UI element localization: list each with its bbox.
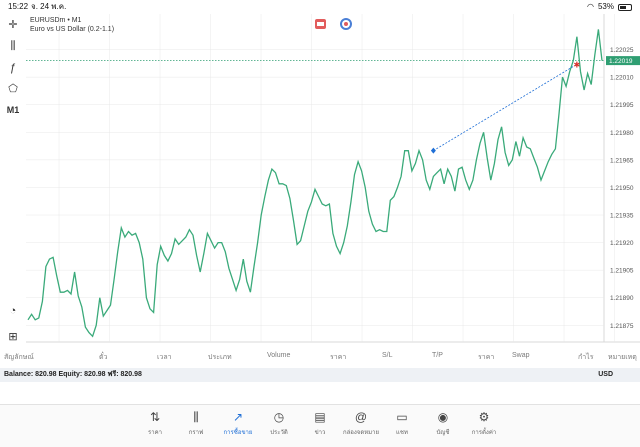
signal-icon[interactable]: ◔ <box>9 305 17 317</box>
column-header[interactable]: ราคา <box>478 354 495 361</box>
chart-icon: ⫼ <box>193 410 199 424</box>
price-chart[interactable]: 1.22025 1.22010 1.21995 1.21980 1.21965 1.219… <box>26 14 640 351</box>
status-time: 15:22 <box>8 2 29 11</box>
chat-icon: ▭ <box>396 410 408 424</box>
tab-news[interactable]: ▤ ข่าว <box>300 409 340 437</box>
chart-settings-dot <box>344 22 348 26</box>
status-right: ◠ 53% <box>587 0 632 14</box>
gear-icon: ⚙ <box>478 410 490 424</box>
candles-icon[interactable]: ⫼ <box>10 39 16 52</box>
tab-label: แชท <box>396 430 408 436</box>
symbol-description: Euro vs US Dollar (0.2-1.1) <box>30 26 114 33</box>
current-price-label: 1.22019 <box>609 58 633 65</box>
objects-icon[interactable]: ⬠ <box>8 82 18 95</box>
price-tick-label: 1.21875 <box>610 323 634 330</box>
tab-label: การตั้งค่า <box>471 430 497 436</box>
tab-accounts[interactable]: ◉ บัญชี <box>423 409 463 437</box>
column-header[interactable]: Swap <box>512 352 530 359</box>
tab-trade[interactable]: ↗ การซื้อขาย <box>218 409 258 437</box>
quotes-icon: ⇅ <box>149 410 161 424</box>
tab-chart[interactable]: ⫼ กราฟ <box>176 409 216 437</box>
tab-settings[interactable]: ⚙ การตั้งค่า <box>464 409 504 437</box>
price-tick-label: 1.21890 <box>610 295 634 302</box>
column-header[interactable]: สัญลักษณ์ <box>4 354 34 361</box>
current-price-tag <box>606 56 640 66</box>
column-header[interactable]: หมายเหตุ <box>608 354 637 361</box>
symbol-title: EURUSDm • M1 <box>30 17 82 24</box>
tab-history[interactable]: ◷ ประวัติ <box>259 409 299 437</box>
tab-label: บัญชี <box>436 430 450 436</box>
sell-button-mark <box>317 22 324 26</box>
price-tick-label: 1.21995 <box>610 102 634 109</box>
tab-label: การซื้อขาย <box>223 430 253 436</box>
wifi-icon: ◠ <box>587 2 594 11</box>
trade-table-header: สัญลักษณ์ ตั๋ว เวลา ประเภท Volume ราคา S… <box>0 352 640 364</box>
price-series-line <box>27 29 603 338</box>
tab-mailbox[interactable]: @ กล่องจดหมาย <box>341 409 381 437</box>
battery-percent: 53% <box>597 2 614 11</box>
chart-canvas[interactable]: 1.22025 1.22010 1.21995 1.21980 1.21965 1.219… <box>26 14 640 351</box>
price-tick-label: 1.21980 <box>610 130 634 137</box>
function-icon[interactable]: ƒ <box>9 62 17 74</box>
status-bar: 15:22 จ. 24 พ.ค. ◠ 53% <box>0 0 640 14</box>
column-header[interactable]: เวลา <box>157 354 172 361</box>
tab-label: กล่องจดหมาย <box>342 430 380 436</box>
status-date: จ. 24 พ.ค. <box>31 2 67 11</box>
tab-label: ราคา <box>148 430 162 436</box>
tab-chat[interactable]: ▭ แชท <box>382 409 422 437</box>
chart-toolbar: ✛ ⫼ ƒ ⬠ M1 ◔ ⊞ <box>0 14 26 344</box>
column-header[interactable]: ราคา <box>330 354 347 361</box>
price-tick-label: 1.21935 <box>610 213 634 220</box>
trade-icon: ↗ <box>232 410 244 424</box>
price-tick-label: 1.22025 <box>610 47 634 54</box>
tab-quotes[interactable]: ⇅ ราคา <box>135 409 175 437</box>
new-order-icon[interactable]: ⊞ <box>8 330 18 343</box>
price-tick-label: 1.22010 <box>610 75 634 82</box>
trendline-end-marker[interactable]: ✱ <box>574 60 581 69</box>
column-header[interactable]: กำไร <box>578 354 594 361</box>
tab-label: ข่าว <box>314 430 326 436</box>
column-header[interactable]: T/P <box>432 352 443 359</box>
mailbox-icon: @ <box>354 410 368 424</box>
one-click-buttons[interactable] <box>315 18 352 30</box>
balance-summary: Balance: 820.98 Equity: 820.98 ฟรี: 820.… <box>4 371 142 378</box>
timeframe-button[interactable]: M1 <box>6 105 20 115</box>
crosshair-icon[interactable]: ✛ <box>8 18 18 31</box>
price-tick-label: 1.21965 <box>610 157 634 164</box>
chart-settings-icon[interactable] <box>340 18 352 30</box>
news-icon: ▤ <box>314 410 326 424</box>
column-header[interactable]: S/L <box>382 352 393 359</box>
trendline-start-handle[interactable] <box>430 147 436 154</box>
price-tick-label: 1.21920 <box>610 240 634 247</box>
price-tick-label: 1.21950 <box>610 185 634 192</box>
history-icon: ◷ <box>273 410 285 424</box>
balance-bar: Balance: 820.98 Equity: 820.98 ฟรี: 820.… <box>0 368 640 382</box>
account-icon: ◉ <box>437 410 449 424</box>
bottom-tab-bar: ⇅ ราคา ⫼ กราฟ ↗ การซื้อขาย ◷ ประวัติ ▤ ข… <box>0 404 640 447</box>
tab-label: ประวัติ <box>270 430 288 436</box>
column-header[interactable]: Volume <box>267 352 291 359</box>
tab-label: กราฟ <box>188 430 204 436</box>
plot-area <box>26 14 604 344</box>
column-header[interactable]: ตั๋ว <box>99 354 108 361</box>
battery-icon <box>618 3 632 11</box>
price-tick-label: 1.21905 <box>610 268 634 275</box>
column-header[interactable]: ประเภท <box>208 354 232 361</box>
account-currency: USD <box>598 371 613 378</box>
